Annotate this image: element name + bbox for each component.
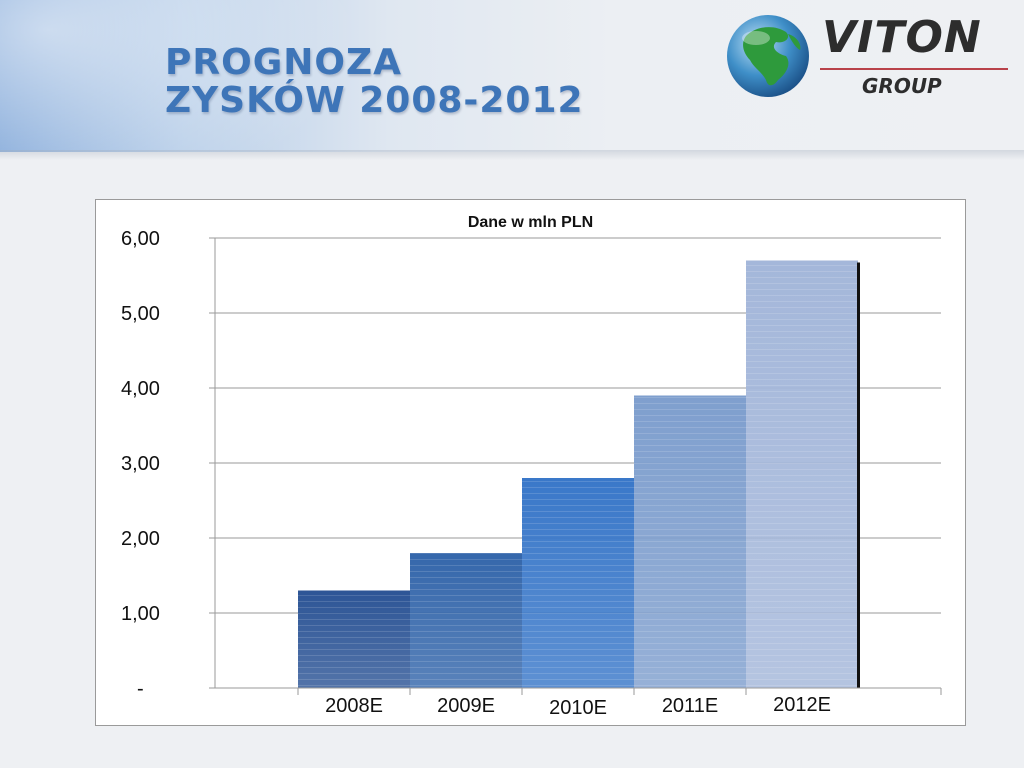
bar-texture (634, 395, 746, 688)
chart-title: Dane w mln PLN (467, 214, 594, 231)
bar-shadow (857, 262, 860, 688)
x-tick-label: 2008E (325, 695, 383, 717)
x-tick-label: 2010E (549, 697, 607, 719)
bar-texture (410, 553, 522, 688)
x-tick-label: 2011E (662, 695, 718, 717)
y-tick-label: 6,00 (121, 228, 160, 250)
y-tick-label: 1,00 (121, 603, 160, 625)
logo-name: VITON (822, 12, 982, 63)
bar-texture (298, 590, 410, 688)
y-tick-label: 3,00 (121, 453, 160, 475)
x-tick-label: 2009E (437, 695, 495, 717)
bar-texture (522, 478, 634, 688)
y-tick-label: 5,00 (121, 303, 160, 325)
slide-title: PROGNOZA ZYSKÓW 2008-2012 (165, 44, 584, 120)
logo-subtitle: GROUP (862, 74, 942, 98)
bar-texture (746, 260, 858, 688)
slide-title-line1: PROGNOZA (165, 42, 402, 83)
globe-icon (727, 15, 809, 97)
header-highlight (0, 0, 1024, 152)
x-tick-label: 2012E (773, 694, 831, 716)
header-shadow (0, 150, 1024, 160)
logo-divider (820, 68, 1008, 70)
y-tick-label: 2,00 (121, 528, 160, 550)
bar-chart: - 1,00 2,00 3,00 4,00 5,00 6,00 2008E 2009E 2010E… (121, 228, 942, 719)
y-tick-label: 4,00 (121, 378, 160, 400)
slide-title-line2: ZYSKÓW 2008-2012 (165, 80, 584, 121)
y-tick-label: - (137, 678, 144, 700)
